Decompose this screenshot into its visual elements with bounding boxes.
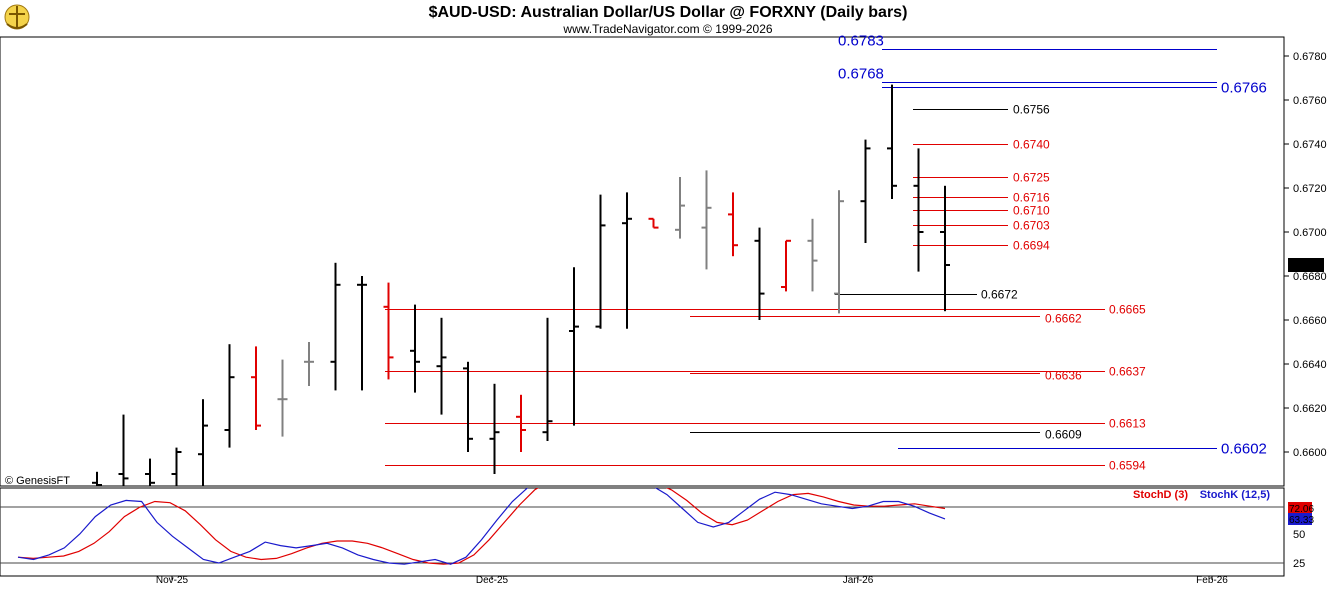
ohlc-bar <box>118 414 129 486</box>
level-label: 0.6613 <box>1109 417 1146 431</box>
last-price-box <box>1288 258 1324 272</box>
stoch-k-legend: StochK (12,5) <box>1200 489 1271 501</box>
level-label: 0.6672 <box>981 288 1018 302</box>
ohlc-bars <box>92 84 950 486</box>
x-tick-label: Feb-26 <box>1196 575 1228 586</box>
stoch-k-line <box>17 488 946 565</box>
last-price-marker: 0.6685 <box>1288 258 1324 272</box>
level-label: 0.6716 <box>1013 191 1050 205</box>
level-label: 0.6637 <box>1109 365 1146 379</box>
ohlc-bar <box>834 190 844 314</box>
stoch-d-line <box>17 488 946 565</box>
price-y-tick-label: 0.6780 <box>1293 51 1327 63</box>
ohlc-bar <box>410 304 420 393</box>
ohlc-bar <box>516 394 526 452</box>
stoch-y-tick-label: 25 <box>1293 558 1305 570</box>
ohlc-bar <box>860 139 871 243</box>
x-tick-label: Nov-25 <box>156 575 189 586</box>
price-y-tick-label: 0.6680 <box>1293 271 1327 283</box>
level-label: 0.6665 <box>1109 303 1146 317</box>
ohlc-bar <box>728 192 738 257</box>
level-label: 0.6710 <box>1013 204 1050 218</box>
stoch-lines <box>17 488 946 565</box>
ohlc-bar <box>807 218 818 292</box>
price-panel-frame <box>0 36 1285 487</box>
level-label: 0.6609 <box>1045 428 1082 442</box>
level-label: 0.6662 <box>1045 312 1082 326</box>
ohlc-bar <box>277 359 288 437</box>
chart-title: $AUD-USD: Australian Dollar/US Dollar @ … <box>429 4 908 21</box>
level-label: 0.6594 <box>1109 459 1146 473</box>
last-price-label: 0.6685 <box>1290 260 1324 272</box>
ohlc-bar <box>198 399 208 486</box>
ohlc-bar <box>675 177 685 239</box>
ohlc-bar <box>304 342 314 386</box>
x-tick-label: Jan-26 <box>843 575 874 586</box>
price-y-tick-label: 0.6720 <box>1293 183 1327 195</box>
ohlc-bar <box>145 458 155 486</box>
stoch-y-tick-label: 50 <box>1293 529 1305 541</box>
ohlc-bar <box>383 282 394 380</box>
fib-levels: 0.6783 0.6768 0.6766 0.6756 0.6740 0.6725 0.67… <box>385 33 1267 473</box>
ohlc-bar <box>622 192 632 329</box>
price-y-tick-label: 0.6640 <box>1293 359 1327 371</box>
level-label: 0.6756 <box>1013 103 1050 117</box>
ohlc-bar <box>754 227 765 320</box>
level-label: 0.6694 <box>1013 239 1050 253</box>
price-y-axis: 0.67800.67600.67400.67200.67000.66800.66… <box>1284 51 1327 459</box>
ohlc-bar <box>940 185 950 312</box>
ohlc-bar <box>701 170 712 270</box>
genesis-logo-icon <box>4 4 30 30</box>
ohlc-bar <box>595 194 606 329</box>
stoch-d-value: 72.06 <box>1289 504 1314 515</box>
ohlc-bar <box>224 344 235 448</box>
ohlc-bar <box>251 346 261 430</box>
level-label: 0.6725 <box>1013 171 1050 185</box>
ohlc-bar <box>569 267 579 426</box>
ohlc-bar <box>648 217 659 229</box>
level-label: 0.6766 <box>1221 80 1267 97</box>
ohlc-bar <box>92 471 102 486</box>
stoch-k-value-box <box>1288 513 1312 525</box>
copyright-label: © GenesisFT <box>5 475 70 487</box>
price-y-tick-label: 0.6620 <box>1293 403 1327 415</box>
ohlc-bar <box>330 262 341 391</box>
ohlc-bar <box>913 148 924 272</box>
level-label: 0.6703 <box>1013 219 1050 233</box>
ohlc-bar <box>489 383 500 474</box>
date-x-axis: Nov-25 Dec-25 Jan-26 Feb-26 <box>156 575 1228 586</box>
x-tick-label: Dec-25 <box>476 575 509 586</box>
stoch-panel-frame <box>0 487 1285 577</box>
stoch-d-value-box <box>1288 502 1312 514</box>
price-y-tick-label: 0.6660 <box>1293 315 1327 327</box>
level-label: 0.6783 <box>838 33 884 50</box>
ohlc-bar <box>781 239 791 292</box>
ohlc-bar <box>463 361 473 452</box>
price-y-tick-label: 0.6760 <box>1293 95 1327 107</box>
level-label: 0.6636 <box>1045 369 1082 383</box>
ohlc-bar <box>887 84 897 199</box>
price-y-tick-label: 0.6600 <box>1293 447 1327 459</box>
price-y-tick-label: 0.6740 <box>1293 139 1327 151</box>
ohlc-bar <box>357 276 367 391</box>
level-label: 0.6740 <box>1013 138 1050 152</box>
level-label: 0.6602 <box>1221 441 1267 458</box>
ohlc-bar <box>171 447 182 486</box>
stoch-d-legend: StochD (3) <box>1133 489 1188 501</box>
chart-subtitle: www.TradeNavigator.com © 1999-2026 <box>562 22 772 36</box>
ohlc-bar <box>436 317 447 415</box>
price-y-tick-label: 0.6700 <box>1293 227 1327 239</box>
ohlc-bar <box>542 317 553 441</box>
stoch-k-value: 63.33 <box>1289 515 1314 526</box>
level-label: 0.6768 <box>838 66 884 83</box>
